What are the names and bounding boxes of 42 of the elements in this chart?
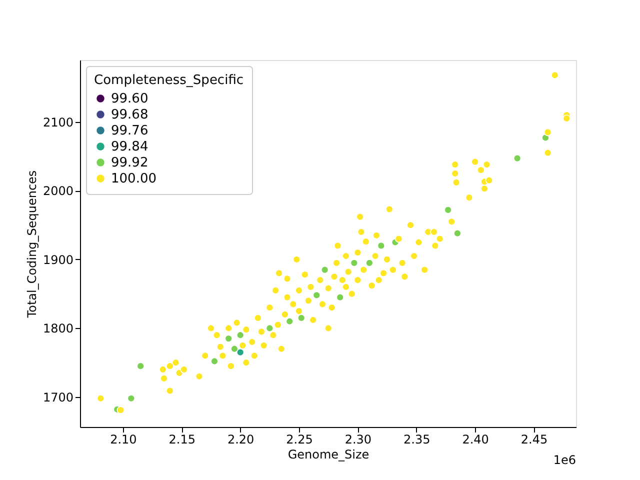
point — [266, 324, 274, 332]
point — [350, 259, 358, 267]
x-tick-label: 2.15 — [168, 432, 196, 446]
point — [136, 362, 144, 370]
legend-title: Completeness_Specific — [94, 73, 244, 88]
point — [286, 318, 294, 326]
point — [127, 394, 136, 402]
legend-label: 99.84 — [111, 140, 148, 154]
y-axis-title: Total_Coding_Sequences — [24, 170, 39, 319]
x-tick-label: 2.10 — [110, 432, 137, 446]
y-tick-label: 1800 — [42, 322, 74, 336]
x-tick-label: 2.25 — [286, 432, 313, 446]
point — [320, 266, 329, 274]
x-axis-title: Genome_Size — [288, 448, 370, 462]
x-tick-label: 2.45 — [520, 432, 548, 446]
point — [210, 357, 218, 366]
point — [312, 291, 320, 300]
legend-label: 99.76 — [111, 124, 148, 138]
point — [230, 345, 238, 353]
point — [454, 229, 462, 238]
legend-label: 99.92 — [111, 156, 148, 170]
x-tick-label: 2.20 — [227, 432, 254, 446]
point — [513, 154, 522, 162]
text: 1e6 — [553, 453, 576, 467]
x-tick-label: 2.35 — [404, 432, 430, 446]
point — [366, 259, 374, 267]
legend-label: 100.00 — [111, 172, 156, 186]
point — [236, 331, 244, 339]
y-tick-label: 2000 — [42, 184, 74, 198]
y-tick-label: 2100 — [42, 115, 74, 130]
point — [377, 242, 386, 250]
x-tick-label: 2.30 — [344, 432, 372, 446]
x-tick-label: 2.40 — [462, 432, 489, 446]
point — [236, 348, 244, 356]
y-tick-label: 1900 — [42, 252, 74, 267]
point — [444, 206, 452, 214]
point — [297, 314, 306, 322]
y-tick-label: 1700 — [42, 390, 74, 405]
legend-label: 99.60 — [111, 92, 148, 106]
point — [336, 293, 344, 302]
legend-label: 99.68 — [111, 108, 148, 122]
point — [224, 334, 232, 342]
